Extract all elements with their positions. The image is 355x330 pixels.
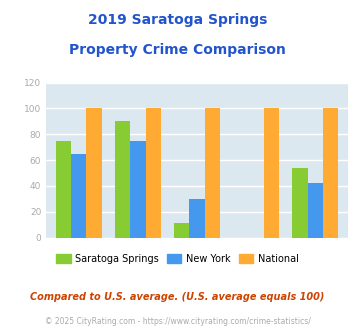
Text: 2019 Saratoga Springs: 2019 Saratoga Springs [88,13,267,27]
Bar [174,223,189,238]
Bar [205,108,220,238]
Bar [308,183,323,238]
Text: © 2025 CityRating.com - https://www.cityrating.com/crime-statistics/: © 2025 CityRating.com - https://www.city… [45,317,310,326]
Legend: Saratoga Springs, New York, National: Saratoga Springs, New York, National [52,249,303,267]
Bar [264,108,279,238]
Bar [86,108,102,238]
Bar [146,108,161,238]
Text: Property Crime Comparison: Property Crime Comparison [69,43,286,57]
Bar [323,108,338,238]
Bar [189,199,205,238]
Bar [56,141,71,238]
Bar [292,168,308,238]
Bar [71,153,86,238]
Bar [115,121,130,238]
Bar [130,141,146,238]
Text: Compared to U.S. average. (U.S. average equals 100): Compared to U.S. average. (U.S. average … [30,292,325,302]
